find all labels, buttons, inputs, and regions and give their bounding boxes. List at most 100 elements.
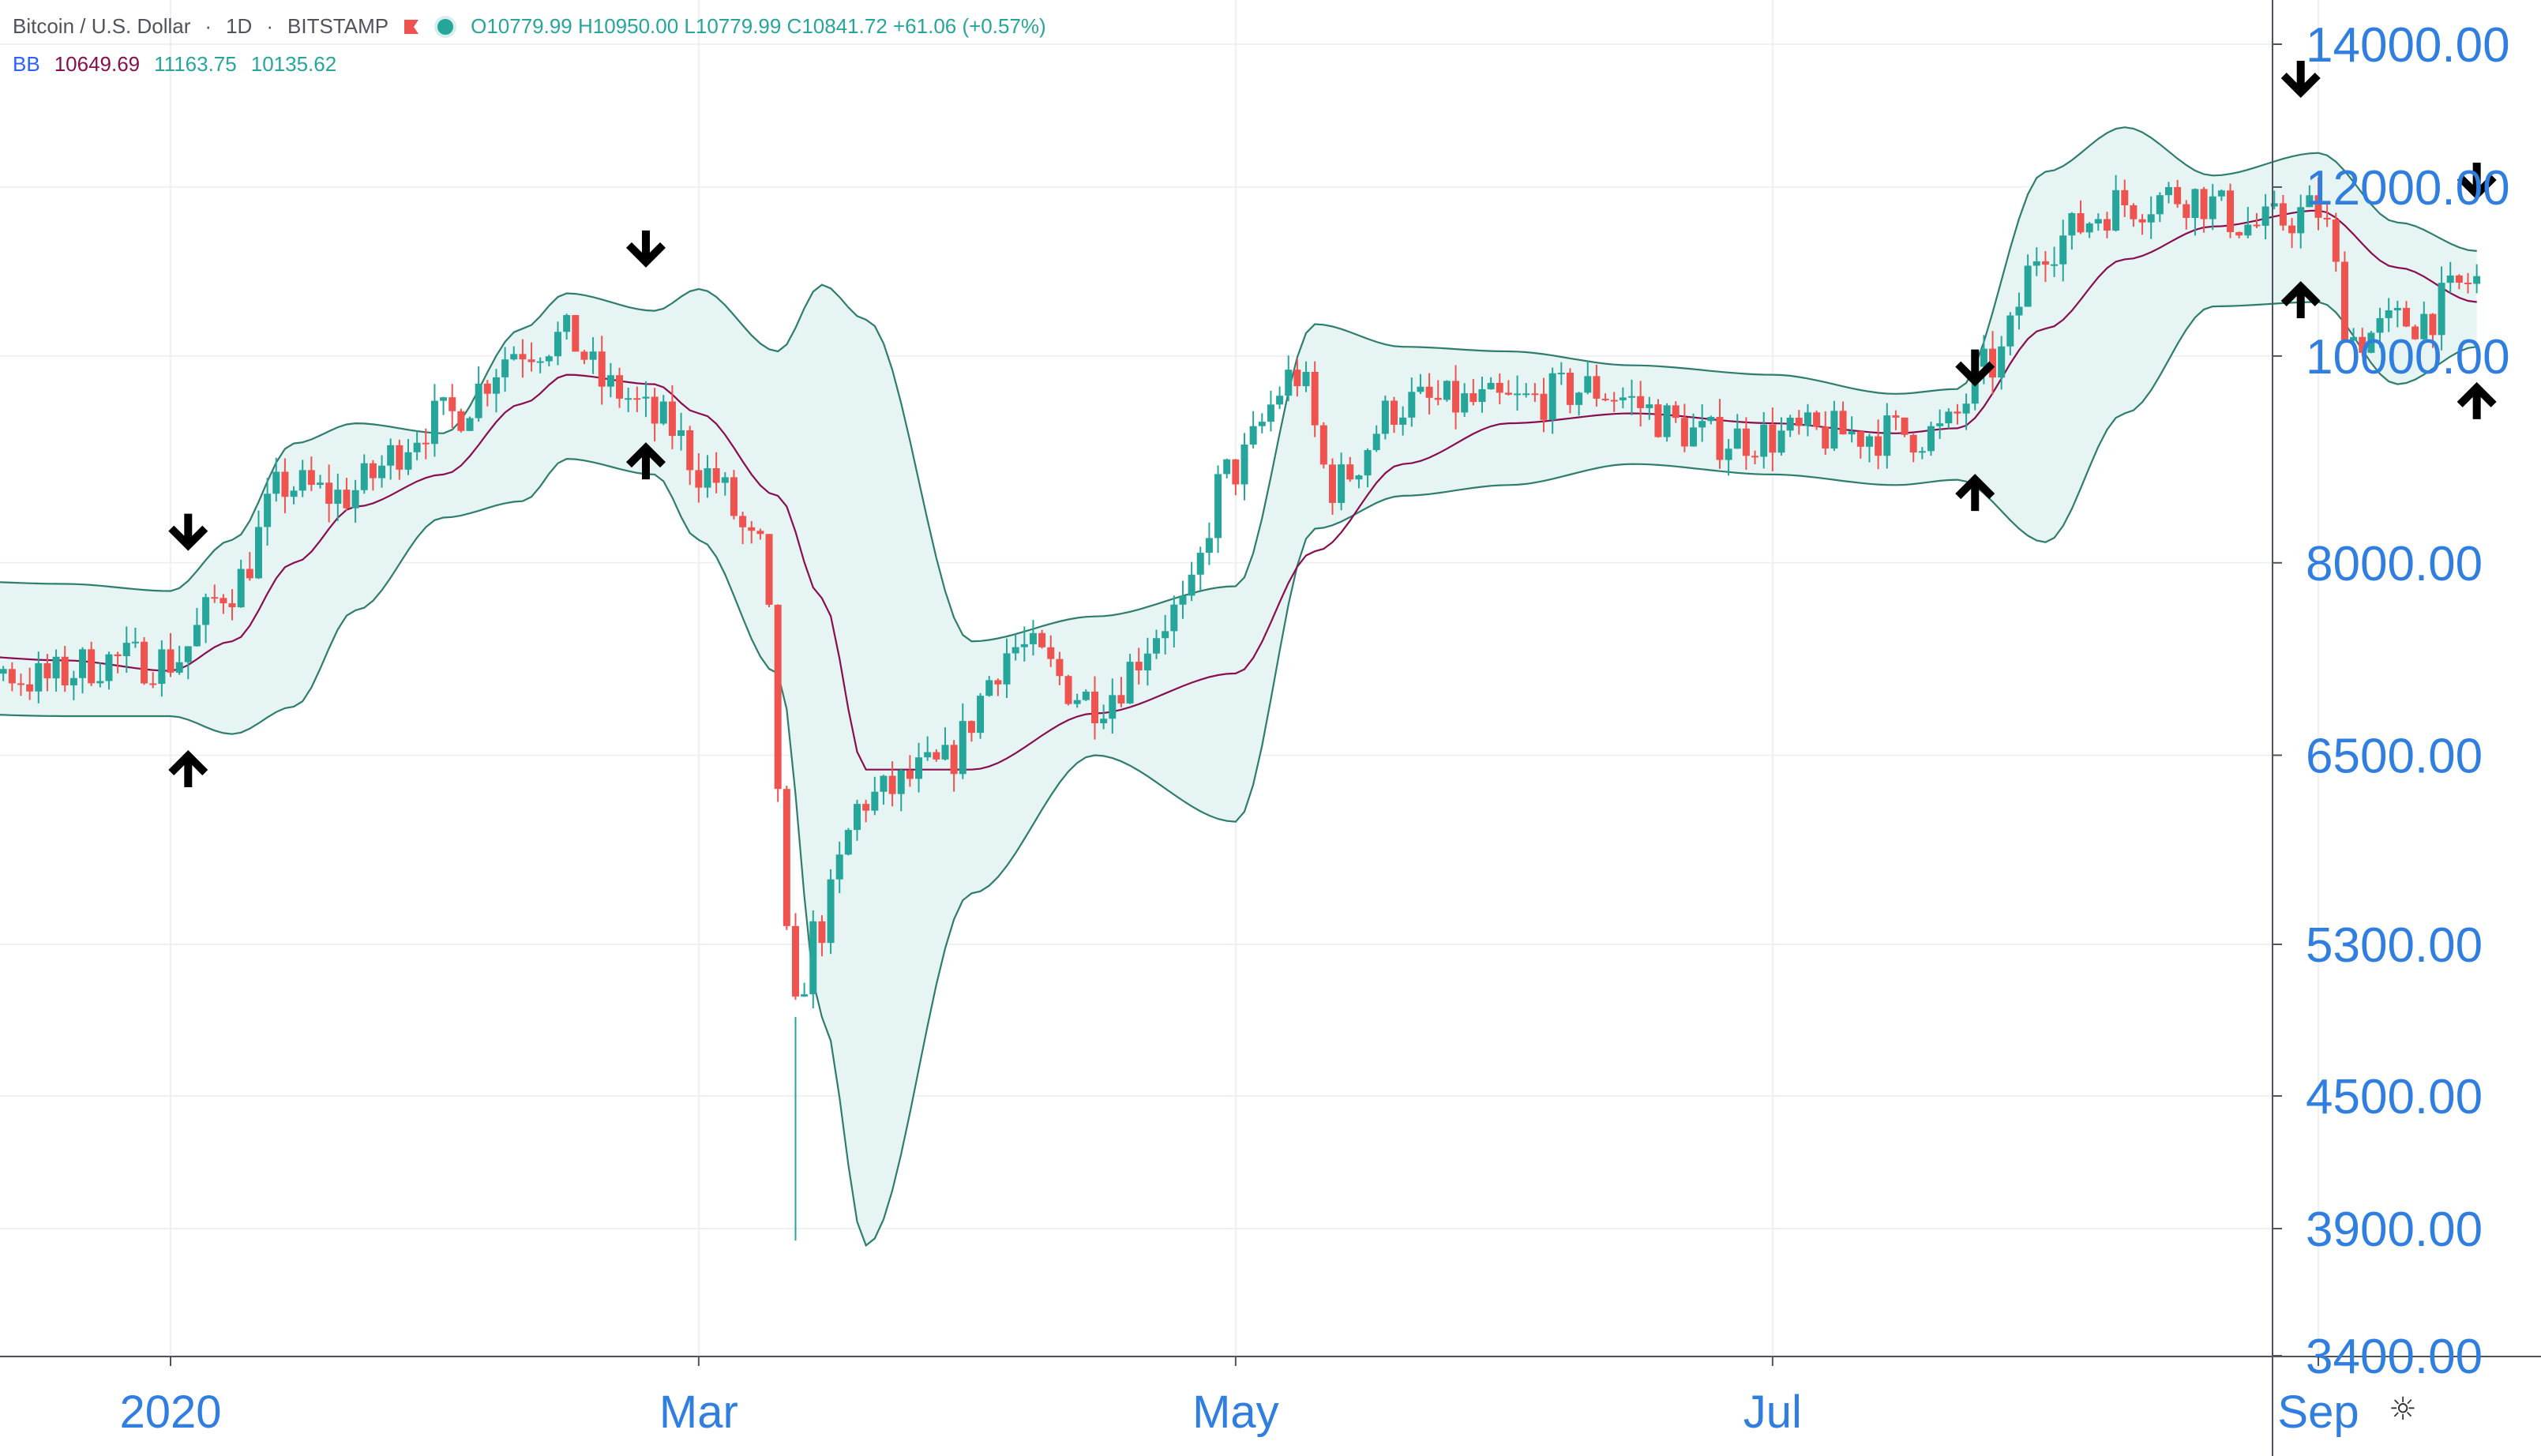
candle-down	[2340, 261, 2348, 341]
time-tick-label[interactable]: May	[1192, 1387, 1279, 1438]
candle-up	[413, 442, 421, 452]
time-tick-label[interactable]: Sep	[2277, 1387, 2359, 1438]
axis-corner	[2274, 1358, 2541, 1456]
candle-up	[2024, 265, 2032, 307]
candle-up	[1487, 382, 1495, 389]
candle-up	[1962, 403, 1970, 414]
candle-up	[254, 527, 262, 579]
candle-down	[651, 396, 659, 424]
candle-down	[748, 527, 756, 531]
candle-up	[2015, 306, 2023, 316]
price-tick-label[interactable]: 4500.00	[2306, 1070, 2483, 1124]
candle-down	[1135, 662, 1143, 671]
candle-up	[158, 649, 166, 685]
candle-up	[1417, 386, 1424, 392]
candle-down	[1901, 417, 1909, 435]
candle-up	[351, 490, 359, 508]
candle-up	[915, 757, 923, 779]
candle-up	[334, 490, 342, 505]
candle-up	[122, 643, 130, 656]
candle-up	[1012, 647, 1019, 654]
price-tick-label[interactable]: 5300.00	[2306, 918, 2483, 973]
candle-up	[1927, 426, 1935, 452]
candle-up	[1109, 695, 1117, 719]
candle-down	[449, 397, 456, 411]
candle-up	[2297, 207, 2305, 234]
gear-icon[interactable]: ☼	[2389, 1391, 2417, 1428]
candle-down	[325, 482, 333, 505]
candle-down	[211, 597, 219, 599]
time-tick-label[interactable]: 2020	[119, 1387, 221, 1438]
candle-up	[801, 994, 809, 997]
interval-label[interactable]: 1D	[226, 14, 253, 38]
candle-up	[642, 396, 650, 399]
time-tick-label[interactable]: Jul	[1743, 1387, 1802, 1438]
candle-down	[2359, 336, 2366, 353]
candle-up	[1029, 632, 1037, 644]
price-tick-label[interactable]: 6500.00	[2306, 729, 2483, 783]
candle-down	[88, 649, 96, 684]
candle-down	[1769, 424, 1777, 453]
price-tick-label[interactable]: 10000.00	[2306, 330, 2510, 385]
live-status-icon[interactable]	[434, 15, 457, 38]
candle-up	[704, 468, 711, 488]
candle-down	[1839, 411, 1847, 435]
candle-down	[739, 516, 747, 527]
candle-down	[2402, 307, 2410, 327]
candle-down	[220, 598, 227, 604]
arrow-down-icon	[625, 230, 666, 268]
candle-up	[2261, 206, 2269, 226]
candle-down	[756, 531, 764, 535]
candle-up	[1338, 464, 1346, 503]
price-tick-label[interactable]: 8000.00	[2306, 537, 2483, 591]
candle-up	[2446, 275, 2454, 283]
arrow-up-icon	[625, 442, 666, 480]
arrow-up-icon	[2280, 280, 2321, 318]
symbol-name[interactable]: Bitcoin / U.S. Dollar	[13, 14, 191, 38]
candle-up	[827, 879, 835, 944]
arrow-down-icon	[2280, 61, 2321, 99]
price-tick-label[interactable]: 3400.00	[2306, 1330, 2483, 1384]
candle-up	[1707, 417, 1715, 422]
candle-down	[2323, 217, 2331, 220]
candle-down	[1090, 691, 1098, 724]
price-tick-label[interactable]: 14000.00	[2306, 18, 2510, 73]
candle-up	[2244, 224, 2252, 236]
indicator-name[interactable]: BB	[13, 52, 40, 76]
arrow-down-icon	[2457, 163, 2497, 201]
candle-down	[1566, 373, 1574, 405]
candle-down	[950, 745, 958, 775]
candle-up	[131, 641, 139, 644]
candle-down	[2412, 326, 2419, 340]
candle-down	[1293, 370, 1301, 387]
candle-up	[1663, 405, 1671, 437]
candle-up	[924, 752, 932, 758]
candle-up	[1249, 426, 1257, 445]
exchange-label: BITSTAMP	[287, 14, 389, 38]
candle-up	[105, 654, 113, 681]
candle-down	[61, 656, 69, 686]
candle-down	[527, 359, 535, 362]
candle-up	[1285, 370, 1293, 396]
price-tick-label[interactable]: 3900.00	[2306, 1203, 2483, 1257]
candle-down	[2332, 219, 2340, 262]
candle-up	[1980, 348, 1987, 367]
candle-up	[2376, 317, 2384, 333]
time-tick-label[interactable]: Mar	[659, 1387, 738, 1438]
price-tick-label[interactable]: 12000.00	[2306, 161, 2510, 216]
flag-icon[interactable]	[403, 18, 420, 36]
candle-down	[2174, 186, 2182, 205]
candle-down	[1654, 404, 1662, 437]
candle-up	[1214, 474, 1222, 538]
candle-down	[1822, 426, 1830, 449]
candle-down	[580, 351, 588, 360]
candle-down	[1593, 376, 1601, 399]
candle-up	[563, 315, 571, 332]
candle-down	[2183, 204, 2190, 219]
candle-down	[1795, 418, 1803, 426]
ohlc-values: O10779.99 H10950.00 L10779.99 C10841.72 …	[471, 14, 1046, 38]
candle-up	[1170, 604, 1178, 632]
candle-down	[1469, 393, 1477, 403]
